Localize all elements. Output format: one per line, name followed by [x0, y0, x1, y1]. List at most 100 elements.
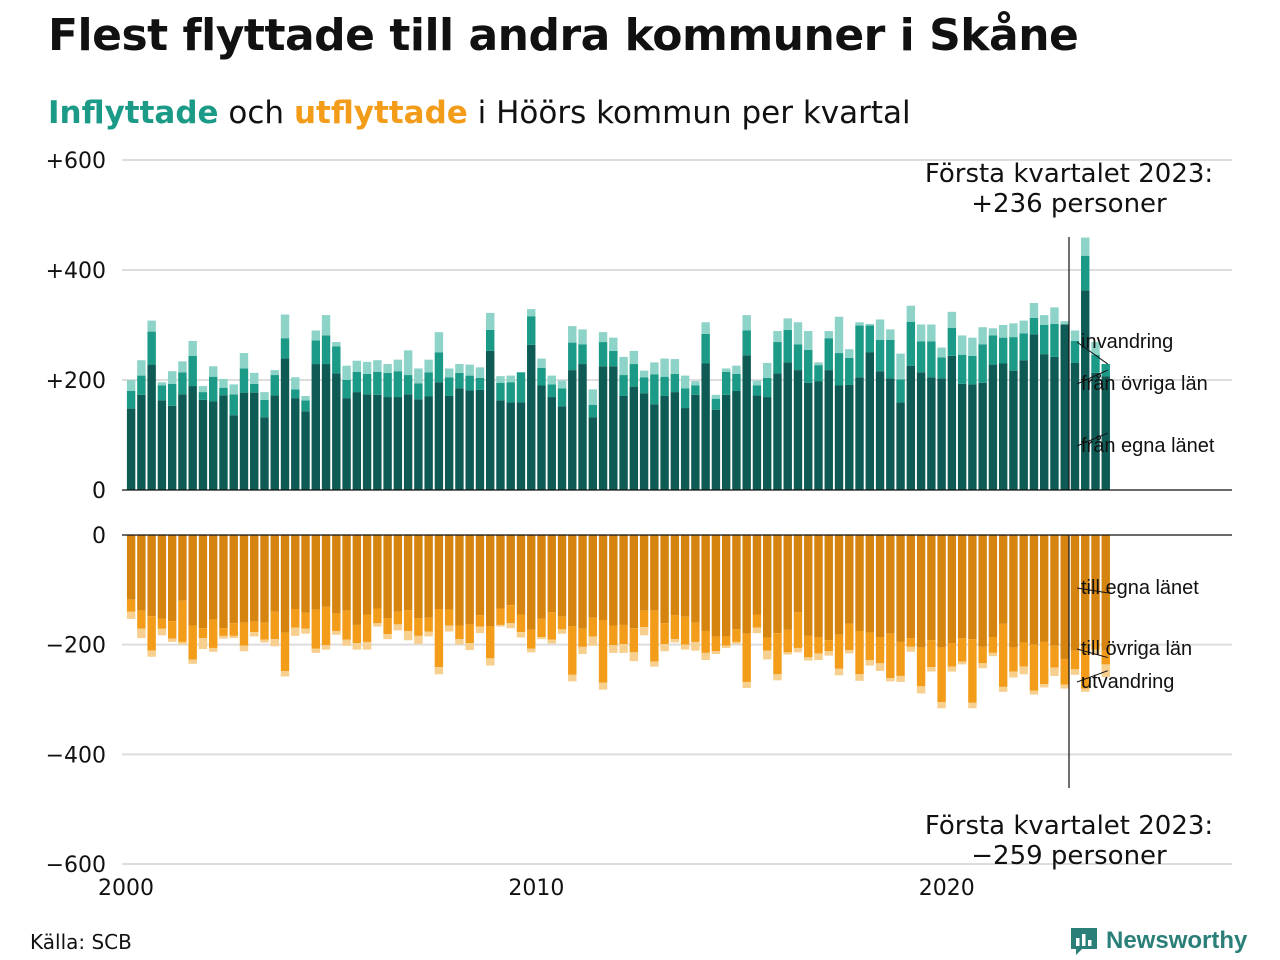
bar-inflyttade-2	[845, 349, 854, 358]
bar-inflyttade-1	[506, 382, 515, 403]
bar-inflyttade-1	[209, 376, 218, 402]
bar-utflyttade-1	[639, 610, 649, 628]
bar-inflyttade-2	[486, 312, 495, 330]
newsworthy-logo-icon	[1071, 928, 1097, 955]
source-note: Källa: SCB	[30, 930, 132, 954]
bar-utflyttade-1	[865, 632, 874, 661]
bar-utflyttade-1	[732, 629, 741, 642]
leader-line-inflyttade-1	[1076, 369, 1108, 385]
bar-inflyttade-2	[1091, 342, 1100, 355]
bar-inflyttade-2	[444, 368, 454, 378]
bar-inflyttade-1	[527, 316, 536, 345]
bar-utflyttade-2	[1101, 664, 1110, 678]
series-label: invandring	[1081, 331, 1173, 353]
bar-utflyttade-2	[978, 663, 987, 669]
leader-line-utflyttade-2	[1076, 670, 1108, 683]
bar-utflyttade-2	[701, 652, 710, 661]
bar-inflyttade-0	[988, 364, 998, 490]
bar-utflyttade-2	[137, 628, 146, 639]
bar-utflyttade-0	[209, 535, 218, 620]
bar-inflyttade-0	[691, 394, 700, 490]
bar-utflyttade-0	[814, 535, 823, 637]
bar-utflyttade-2	[516, 632, 526, 638]
bar-inflyttade-2	[804, 331, 813, 350]
bar-inflyttade-0	[824, 370, 833, 490]
bar-inflyttade-1	[137, 375, 146, 395]
bar-utflyttade-2	[424, 631, 433, 637]
bar-inflyttade-2	[393, 359, 403, 372]
bar-inflyttade-1	[742, 330, 751, 356]
bar-inflyttade-1	[732, 373, 741, 391]
bar-utflyttade-2	[598, 682, 608, 690]
bar-utflyttade-2	[496, 624, 505, 627]
bar-utflyttade-1	[352, 624, 362, 644]
bar-utflyttade-1	[896, 641, 905, 676]
bar-inflyttade-0	[403, 394, 413, 490]
bar-utflyttade-0	[1050, 535, 1059, 646]
bar-utflyttade-1	[1009, 647, 1018, 672]
bar-utflyttade-0	[198, 535, 208, 629]
bar-inflyttade-1	[916, 341, 926, 373]
bar-utflyttade-2	[393, 624, 403, 631]
bar-inflyttade-0	[742, 355, 751, 490]
y-tick-label: −600	[46, 853, 106, 878]
x-tick-label: 2010	[508, 876, 564, 901]
bar-utflyttade-0	[639, 535, 649, 611]
bar-utflyttade-2	[506, 623, 515, 629]
bar-utflyttade-2	[444, 625, 454, 632]
bar-utflyttade-1	[280, 632, 290, 671]
bar-inflyttade-2	[157, 382, 167, 386]
bar-inflyttade-2	[865, 323, 874, 326]
bar-utflyttade-0	[732, 535, 741, 630]
bar-utflyttade-0	[547, 535, 556, 613]
bar-inflyttade-0	[752, 395, 762, 490]
bar-inflyttade-1	[845, 358, 854, 385]
bar-utflyttade-1	[178, 600, 187, 642]
bar-utflyttade-2	[998, 686, 1008, 692]
bar-inflyttade-1	[219, 387, 228, 396]
bar-utflyttade-0	[650, 535, 659, 611]
bar-utflyttade-1	[342, 610, 351, 640]
bar-utflyttade-1	[516, 614, 526, 633]
bar-utflyttade-2	[250, 632, 259, 637]
bar-utflyttade-2	[763, 650, 772, 660]
bar-inflyttade-1	[1029, 317, 1039, 335]
bar-inflyttade-1	[1101, 364, 1110, 377]
bar-utflyttade-1	[1029, 644, 1039, 691]
bar-inflyttade-1	[629, 364, 639, 387]
bar-utflyttade-2	[157, 628, 167, 636]
bar-inflyttade-2	[916, 324, 926, 342]
bar-utflyttade-1	[968, 639, 977, 703]
x-tick-label: 2020	[919, 876, 975, 901]
bar-utflyttade-0	[1009, 535, 1018, 648]
bar-inflyttade-2	[578, 329, 587, 345]
bar-inflyttade-1	[424, 372, 433, 397]
bar-inflyttade-0	[383, 397, 392, 490]
bar-inflyttade-0	[393, 397, 403, 490]
bar-utflyttade-2	[691, 641, 700, 651]
bar-inflyttade-2	[998, 325, 1008, 338]
bar-utflyttade-1	[147, 616, 156, 651]
bar-inflyttade-1	[362, 373, 372, 395]
bar-utflyttade-0	[701, 535, 710, 631]
bar-inflyttade-0	[711, 409, 721, 490]
bar-utflyttade-2	[414, 635, 423, 645]
bar-inflyttade-1	[455, 372, 464, 389]
bar-inflyttade-1	[1019, 333, 1028, 361]
bar-utflyttade-0	[998, 535, 1008, 624]
bar-inflyttade-0	[968, 384, 977, 490]
bar-utflyttade-1	[301, 612, 310, 629]
bar-inflyttade-2	[1060, 321, 1069, 325]
bar-inflyttade-1	[270, 375, 279, 396]
bar-inflyttade-1	[1091, 354, 1100, 373]
bar-inflyttade-0	[1019, 360, 1028, 490]
bar-utflyttade-1	[250, 621, 259, 633]
bar-inflyttade-1	[896, 379, 905, 403]
bar-inflyttade-0	[639, 393, 649, 490]
bar-inflyttade-2	[280, 314, 290, 339]
bar-inflyttade-0	[783, 362, 792, 490]
bar-inflyttade-1	[557, 388, 567, 407]
bar-utflyttade-1	[927, 640, 936, 668]
bar-inflyttade-0	[557, 406, 567, 490]
bar-utflyttade-2	[465, 643, 474, 651]
